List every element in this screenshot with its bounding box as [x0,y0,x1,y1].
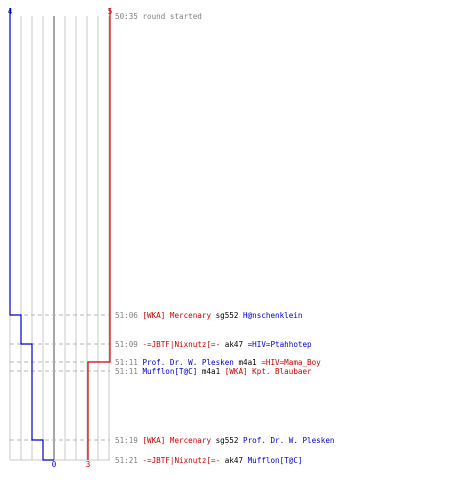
event-victim: Mufflon[T@C] [248,456,303,465]
kill-event: 51:11 Mufflon[T@C] m4a1 [WKA] Kpt. Blaub… [115,367,312,376]
grid-lines [9,16,110,461]
event-time: 51:09 [115,340,142,349]
kill-event: 51:21 -=JBTF|Nixnutz[=- ak47 Mufflon[T@C… [115,456,302,465]
kill-event: 51:19 [WKA] Mercenary sg552 Prof. Dr. W.… [115,436,334,445]
event-weapon: m4a1 [234,358,261,367]
event-time: 51:21 [115,456,142,465]
blue-start-score: 4 [8,7,13,16]
blue-team-series [9,8,54,461]
kill-event: 51:11 Prof. Dr. W. Plesken m4a1 =HIV=Mam… [115,358,321,367]
round-start-event: 50:35 round started [115,12,202,21]
event-victim: Prof. Dr. W. Plesken [243,436,334,445]
event-killer: [WKA] Mercenary [142,311,211,320]
event-log: 50:35 round started 51:06 [WKA] Mercenary… [115,12,334,465]
event-weapon: ak47 [220,340,247,349]
kill-event: 51:06 [WKA] Mercenary sg552 H@nschenklei… [115,311,302,320]
event-victim: =HIV=Ptahhotep [248,340,312,349]
event-time: 50:35 [115,12,142,21]
event-time: 51:11 [115,358,142,367]
event-weapon: sg552 [211,311,243,320]
red-team-series [87,8,111,460]
red-start-score: 5 [108,7,113,16]
event-victim: H@nschenklein [243,311,302,320]
event-time: 51:11 [115,367,142,376]
score-labels: 4 5 0 3 [8,7,113,469]
event-victim: [WKA] Kpt. Blaubaer [225,367,312,376]
event-time: 51:19 [115,436,142,445]
blue-end-score: 0 [52,460,57,469]
event-dash-lines [10,314,110,441]
event-victim: =HIV=Mama_Boy [261,358,321,367]
event-killer: -=JBTF|Nixnutz[=- [142,456,220,465]
event-weapon: m4a1 [197,367,224,376]
red-end-score: 3 [86,460,91,469]
event-killer: [WKA] Mercenary [142,436,211,445]
event-text: round started [142,12,201,21]
event-killer: -=JBTF|Nixnutz[=- [142,340,220,349]
event-killer: Mufflon[T@C] [142,367,197,376]
event-killer: Prof. Dr. W. Plesken [142,358,233,367]
kill-event: 51:09 -=JBTF|Nixnutz[=- ak47 =HIV=Ptahho… [115,340,312,349]
event-weapon: sg552 [211,436,243,445]
score-series [9,8,111,461]
event-weapon: ak47 [220,456,247,465]
event-time: 51:06 [115,311,142,320]
